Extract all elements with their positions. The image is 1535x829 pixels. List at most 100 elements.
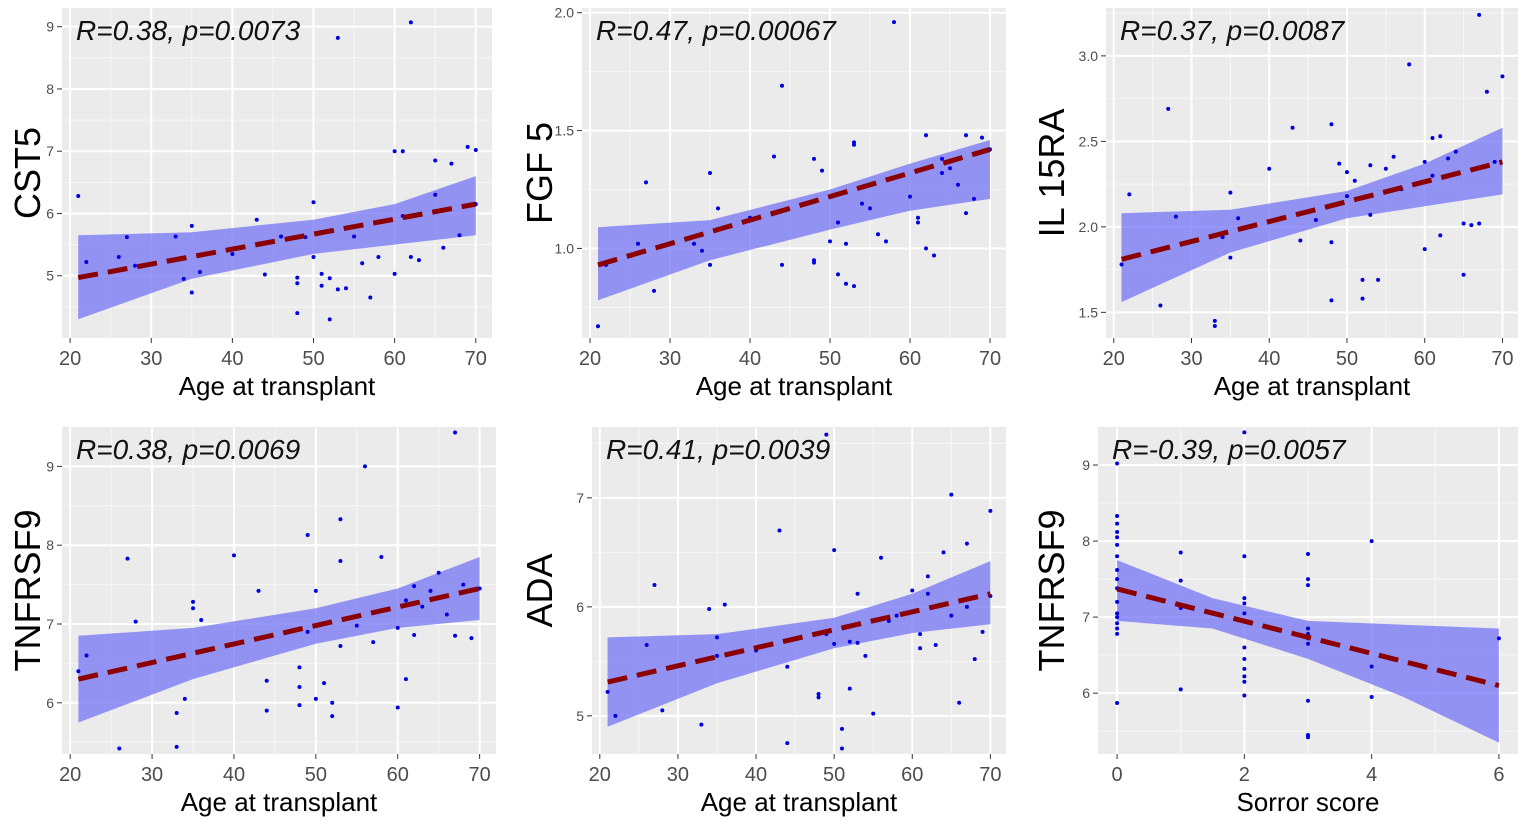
data-point (305, 629, 310, 634)
x-tick-label: 70 (1491, 348, 1513, 370)
data-point (1242, 693, 1247, 698)
data-point (1329, 240, 1334, 245)
x-tick-label: 60 (387, 764, 409, 786)
data-point (892, 20, 896, 25)
data-point (1492, 159, 1497, 164)
y-tick-label: 7 (576, 490, 584, 506)
data-point (1158, 303, 1163, 308)
data-point (964, 604, 969, 609)
data-point (925, 574, 930, 579)
x-tick-label: 2 (1239, 764, 1250, 786)
correlation-annotation: R=0.37, p=0.0087 (1120, 15, 1346, 46)
data-point (908, 194, 912, 199)
data-point (76, 194, 81, 199)
data-point (1115, 529, 1120, 534)
data-point (863, 653, 868, 658)
chart-panel-cst5: 20 30 40 50 60 70 5 6 7 8 9 R=0.38, p=0.0073 Age at … (0, 0, 510, 410)
data-point (714, 635, 719, 640)
x-tick-label: 70 (468, 764, 490, 786)
data-point (785, 741, 790, 746)
data-point (420, 604, 425, 609)
correlation-annotation: R=0.38, p=0.0069 (76, 434, 300, 465)
data-point (948, 166, 952, 171)
data-point (330, 714, 335, 719)
x-tick-label: 40 (745, 764, 767, 786)
data-point (836, 220, 840, 225)
data-point (964, 211, 968, 216)
data-point (785, 664, 790, 669)
data-point (133, 263, 138, 268)
confidence-band (78, 557, 480, 723)
data-point (1369, 539, 1374, 544)
data-point (311, 200, 316, 205)
data-point (392, 149, 397, 154)
data-point (1267, 166, 1272, 171)
data-point (1369, 694, 1374, 699)
data-point (1368, 163, 1373, 168)
data-point (416, 258, 421, 263)
data-point (1500, 74, 1505, 79)
data-point (327, 276, 332, 281)
data-point (847, 639, 852, 644)
data-point (708, 171, 712, 175)
x-axis-label: Age at transplant (1214, 371, 1411, 401)
data-point (1115, 631, 1120, 636)
data-point (457, 233, 462, 238)
data-point (980, 629, 985, 634)
data-point (433, 158, 438, 163)
data-point (311, 255, 316, 260)
data-point (189, 223, 194, 228)
data-point (1344, 170, 1349, 175)
x-tick-label: 40 (739, 348, 761, 370)
data-point (949, 613, 954, 618)
data-point (408, 255, 413, 260)
data-point (354, 623, 359, 628)
data-point (297, 703, 302, 708)
x-axis-label: Age at transplant (181, 787, 378, 817)
data-point (916, 215, 920, 220)
data-point (1360, 296, 1365, 301)
regression-line (1116, 586, 1500, 688)
data-point (844, 241, 848, 246)
x-axis-label: Sorror score (1236, 787, 1379, 817)
data-point (1453, 149, 1458, 154)
data-point (964, 541, 969, 546)
data-point (812, 260, 816, 265)
data-point (338, 558, 343, 563)
x-tick-label: 30 (659, 348, 681, 370)
data-point (1344, 194, 1349, 199)
x-tick-label: 60 (384, 348, 406, 370)
scatter-chart-cst5: 20 30 40 50 60 70 5 6 7 8 9 R=0.38, p=0.0073 Age at … (7, 8, 492, 401)
data-point (1360, 277, 1365, 282)
x-tick-label: 0 (1112, 764, 1123, 786)
data-point (338, 644, 343, 649)
data-point (918, 632, 923, 637)
scatter-chart-fgf5: 20 30 40 50 60 70 1.0 1.5 2.0 R=0.47, p=0.00067 Ag… (519, 5, 1006, 401)
y-axis-label: ADA (519, 553, 560, 627)
x-tick-label: 20 (1103, 348, 1125, 370)
scatter-chart-il15ra: 20 30 40 50 60 70 1.5 2.0 2.5 3.0 R=0.37, p=0.0087… (1031, 8, 1518, 401)
data-point (1407, 62, 1412, 67)
data-point (461, 582, 466, 587)
data-point (1329, 298, 1334, 303)
data-point (1115, 521, 1120, 526)
data-point (1369, 664, 1374, 669)
data-point (940, 156, 944, 161)
data-point (1115, 611, 1120, 616)
y-tick-label: 7 (46, 143, 54, 159)
data-point (1306, 698, 1310, 703)
confidence-band (78, 176, 476, 320)
data-point (1298, 238, 1303, 243)
x-axis-label: Age at transplant (701, 787, 898, 817)
data-point (256, 588, 261, 593)
x-tick-label: 50 (302, 348, 324, 370)
data-point (1438, 233, 1443, 238)
data-point (1242, 596, 1247, 601)
chart-panel-il15ra: 20 30 40 50 60 70 1.5 2.0 2.5 3.0 R=0.37, p=0.0087… (1024, 0, 1535, 410)
data-point (1173, 214, 1178, 219)
regression-line (597, 147, 991, 268)
data-point (1376, 277, 1381, 282)
data-point (772, 154, 776, 159)
data-point (173, 234, 178, 239)
data-point (780, 262, 784, 267)
